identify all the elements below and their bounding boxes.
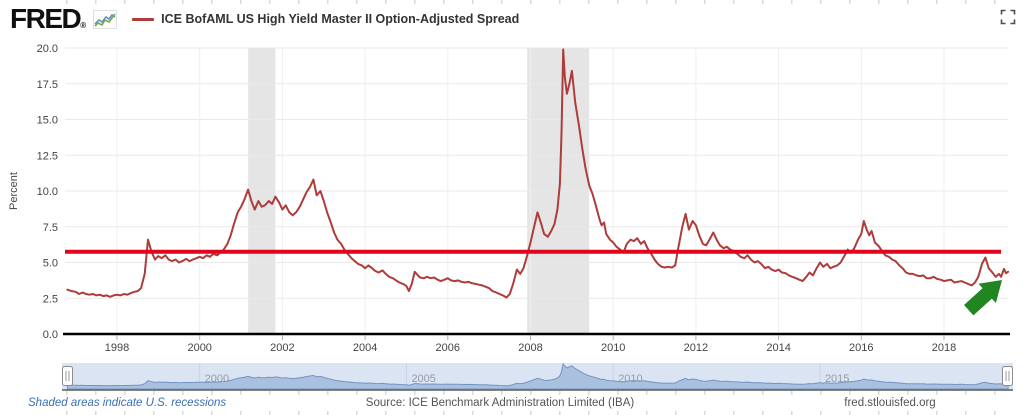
slider-year-label: 2000 — [205, 373, 229, 385]
x-tick-label: 2012 — [684, 342, 708, 354]
blue-sparkline — [94, 13, 116, 25]
y-tick-label: 12.5 — [37, 150, 58, 162]
fullscreen-button[interactable] — [1000, 9, 1016, 25]
x-tick-label: 2004 — [353, 342, 377, 354]
main-chart[interactable]: 0.0 2.5 5.0 7.5 10.0 12.5 15.0 17.5 20.0 1998 2000… — [0, 0, 1024, 358]
x-tick-label: 2016 — [849, 342, 873, 354]
spread-series-line — [66, 48, 1010, 299]
ruler-ticks-bottom — [66, 411, 1010, 415]
chart-footer: Shaded areas indicate U.S. recessions So… — [0, 397, 1024, 413]
recession-note-link[interactable]: Shaded areas indicate U.S. recessions — [28, 397, 227, 409]
ruler-ticks-under-slider — [66, 391, 1010, 395]
slider-left-handle[interactable] — [62, 366, 73, 386]
y-tick-label: 15.0 — [37, 115, 58, 127]
slider-year-label: 2005 — [411, 373, 435, 385]
y-axis-title: Percent — [8, 172, 20, 210]
y-tick-label: 20.0 — [37, 43, 58, 55]
y-tick-label: 17.5 — [37, 79, 58, 91]
ruler-ticks-top — [66, 0, 1010, 4]
x-tick-label: 1998 — [105, 342, 129, 354]
fullscreen-expand-icon — [1000, 9, 1016, 25]
fred-site-link[interactable]: fred.stlouisfed.org — [844, 397, 936, 409]
source-text: Source: ICE Benchmark Administration Lim… — [365, 397, 635, 409]
chart-header: FRED® ICE BofAML US High Yield Master II… — [10, 5, 519, 33]
y-tick-label: 10.0 — [37, 186, 58, 198]
date-range-slider[interactable]: 2000 2005 2010 2015 — [0, 360, 1024, 396]
x-tick-label: 2002 — [270, 342, 294, 354]
slider-minimap-area — [66, 362, 1009, 390]
green-sparkline — [94, 13, 116, 27]
legend-line-swatch — [132, 17, 155, 21]
slider-right-handle[interactable] — [1002, 366, 1013, 386]
y-tick-label: 5.0 — [43, 258, 58, 270]
legend-label: ICE BofAML US High Yield Master II Optio… — [161, 12, 520, 26]
y-tick-label: 7.5 — [43, 222, 58, 234]
legend: ICE BofAML US High Yield Master II Optio… — [132, 12, 519, 26]
x-tick-label: 2014 — [766, 342, 790, 354]
x-tick-label: 2010 — [601, 342, 625, 354]
fred-sparkline-icon — [93, 9, 118, 29]
y-tick-label: 0.0 — [43, 329, 58, 341]
fred-logo: FRED® — [10, 3, 87, 34]
x-tick-label: 2000 — [187, 342, 211, 354]
x-tick-label: 2006 — [436, 342, 460, 354]
registered-mark: ® — [80, 21, 87, 30]
x-tick-label: 2018 — [932, 342, 956, 354]
slider-year-label: 2015 — [825, 373, 849, 385]
green-arrow-annotation — [964, 280, 1002, 316]
slider-year-label: 2010 — [618, 373, 642, 385]
x-tick-label: 2008 — [518, 342, 542, 354]
y-tick-label: 2.5 — [43, 293, 58, 305]
